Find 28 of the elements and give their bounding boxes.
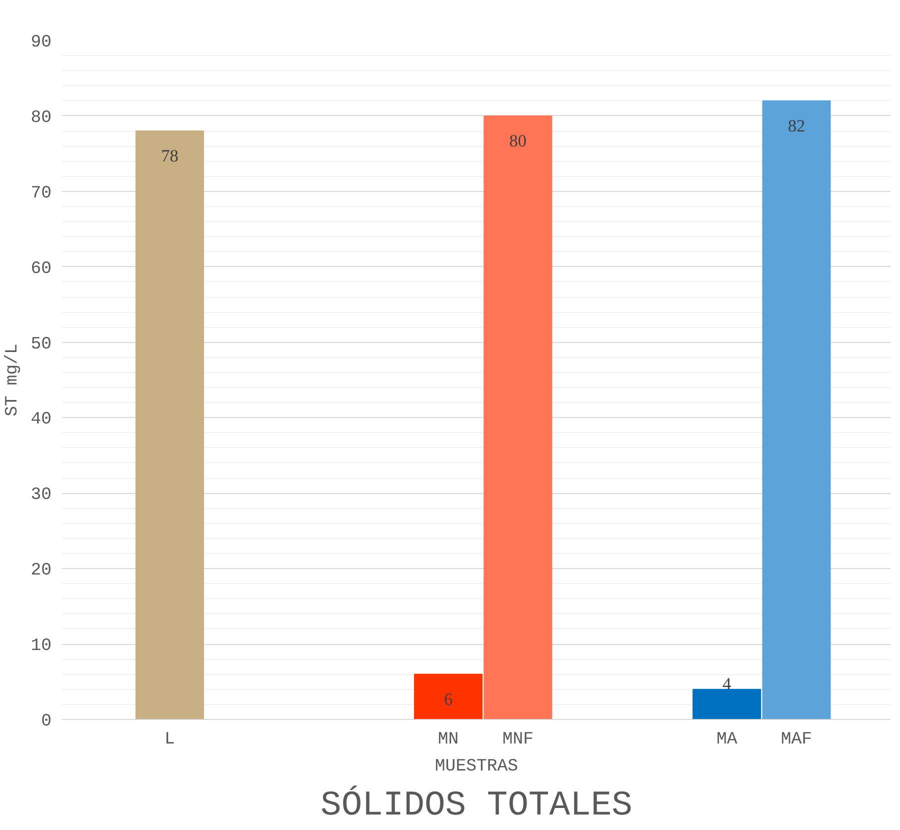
x-axis-title: MUESTRAS	[434, 758, 518, 776]
y-tick-label: 40	[30, 410, 52, 430]
x-tick-label: MA	[716, 730, 738, 750]
data-label: 6	[444, 690, 453, 709]
y-tick-label: 50	[30, 335, 52, 354]
y-tick-label: 10	[30, 637, 52, 656]
bar	[692, 688, 762, 720]
x-tick-label: MNF	[502, 730, 534, 750]
bar	[135, 130, 204, 720]
y-tick-label: 70	[30, 184, 52, 204]
y-tick-label: 0	[41, 712, 52, 732]
y-tick-label: 60	[30, 260, 52, 279]
data-label: 78	[161, 146, 178, 166]
data-label: 82	[788, 116, 806, 136]
x-tick-label: MN	[438, 730, 459, 750]
data-label: 4	[722, 674, 732, 694]
y-axis-title: ST mg/L	[4, 344, 23, 416]
y-tick-label: 30	[30, 486, 52, 506]
x-tick-label: MAF	[780, 730, 812, 750]
bar	[414, 674, 483, 720]
bar	[484, 115, 552, 720]
y-tick-label: 90	[30, 34, 52, 52]
x-tick-label: L	[164, 730, 175, 750]
data-label: 80	[509, 132, 527, 150]
text: SÓLIDOS TOTALES	[320, 786, 632, 826]
y-tick-label: 20	[30, 562, 52, 581]
bar	[762, 100, 831, 720]
y-tick-label: 80	[30, 108, 52, 128]
